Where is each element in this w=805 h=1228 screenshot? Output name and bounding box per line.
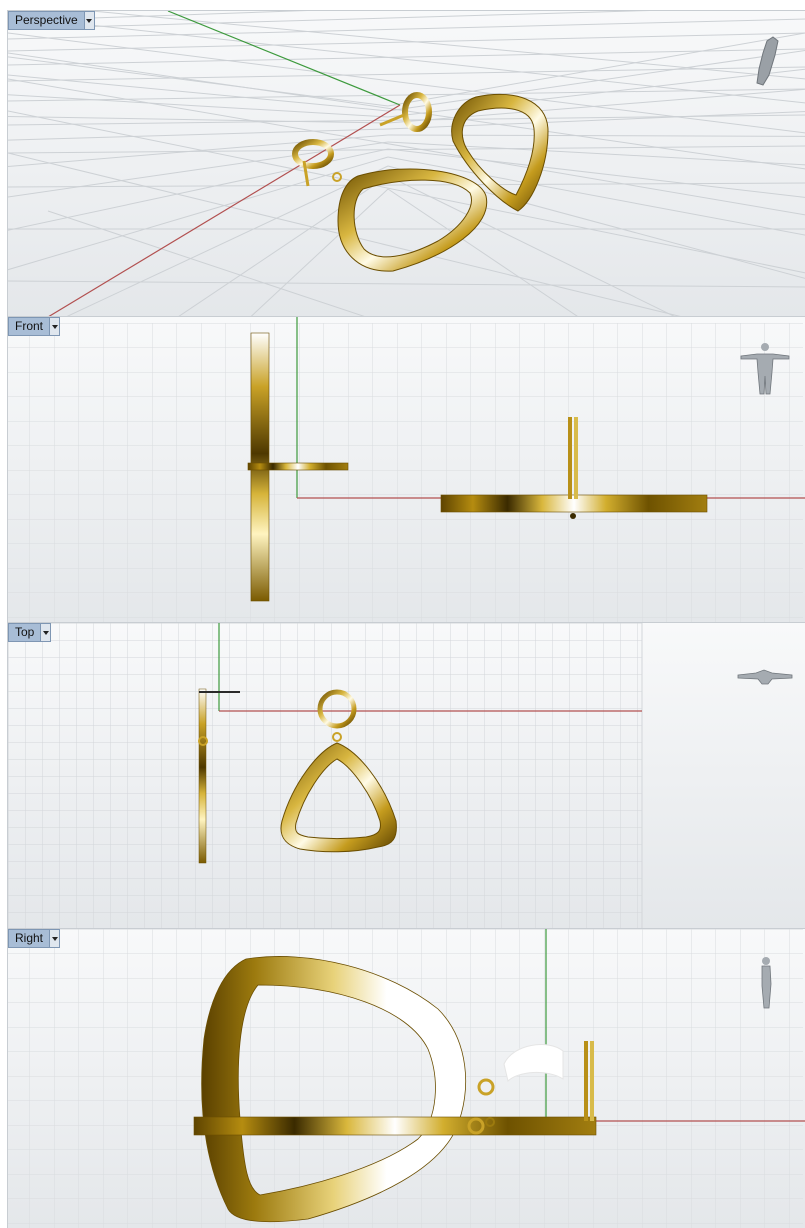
viewport-title[interactable]: Front bbox=[8, 317, 51, 336]
viewport-right[interactable]: Right bbox=[7, 928, 805, 1228]
front-earring-right bbox=[440, 417, 708, 519]
right-grid bbox=[8, 929, 803, 1228]
viewport-front[interactable]: Front bbox=[7, 316, 805, 623]
top-earring-right bbox=[280, 689, 397, 853]
top-grid bbox=[8, 623, 642, 929]
perspective-viewport-tab[interactable]: Perspective bbox=[8, 11, 95, 30]
x-axis-line bbox=[47, 104, 401, 317]
viewport-perspective[interactable]: Perspective bbox=[7, 10, 805, 317]
right-scene[interactable] bbox=[8, 929, 805, 1228]
chevron-down-icon[interactable] bbox=[41, 623, 52, 642]
front-viewport-tab[interactable]: Front bbox=[8, 317, 61, 336]
chevron-down-icon[interactable] bbox=[84, 11, 95, 30]
right-post-bar bbox=[193, 1116, 597, 1136]
human-figure-icon bbox=[761, 957, 772, 1009]
front-earring-left bbox=[247, 332, 349, 602]
chevron-down-icon[interactable] bbox=[50, 929, 61, 948]
human-figure-icon bbox=[740, 343, 790, 395]
right-viewport-tab[interactable]: Right bbox=[8, 929, 61, 948]
front-scene[interactable] bbox=[8, 317, 805, 623]
perspective-scene[interactable] bbox=[8, 11, 805, 317]
perspective-grid bbox=[8, 11, 805, 317]
perspective-earring-back bbox=[379, 92, 549, 212]
right-ring-highlight bbox=[503, 1044, 564, 1082]
jump-ring bbox=[467, 1117, 485, 1135]
y-axis-line bbox=[167, 11, 401, 106]
top-earring-left bbox=[198, 688, 240, 864]
chevron-down-icon[interactable] bbox=[50, 317, 61, 336]
viewport-title[interactable]: Perspective bbox=[8, 11, 85, 30]
human-figure-icon bbox=[756, 36, 779, 86]
right-earring-drop bbox=[201, 956, 466, 1223]
front-grid bbox=[8, 323, 803, 623]
viewport-title[interactable]: Top bbox=[8, 623, 42, 642]
viewport-title[interactable]: Right bbox=[8, 929, 51, 948]
viewport-top[interactable]: Top bbox=[7, 622, 805, 929]
top-viewport-tab[interactable]: Top bbox=[8, 623, 52, 642]
human-figure-icon bbox=[737, 669, 793, 685]
jump-ring bbox=[477, 1078, 495, 1096]
top-scene[interactable] bbox=[8, 623, 805, 929]
perspective-earring-front bbox=[292, 139, 488, 272]
